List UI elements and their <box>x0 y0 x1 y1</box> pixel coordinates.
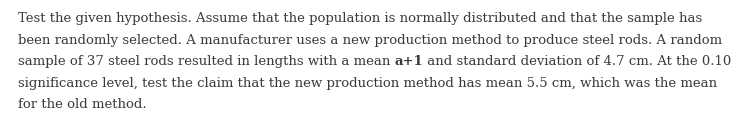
Text: a+1: a+1 <box>394 55 423 68</box>
Text: sample of 37 steel rods resulted in lengths with a mean: sample of 37 steel rods resulted in leng… <box>18 55 394 68</box>
Text: for the old method.: for the old method. <box>18 98 147 111</box>
Text: significance level, test the claim that the new production method has mean 5.5 c: significance level, test the claim that … <box>18 77 717 90</box>
Text: and standard deviation of 4.7 cm. At the 0.10: and standard deviation of 4.7 cm. At the… <box>423 55 731 68</box>
Text: Test the given hypothesis. Assume that the population is normally distributed an: Test the given hypothesis. Assume that t… <box>18 12 702 25</box>
Text: been randomly selected. A manufacturer uses a new production method to produce s: been randomly selected. A manufacturer u… <box>18 33 722 46</box>
